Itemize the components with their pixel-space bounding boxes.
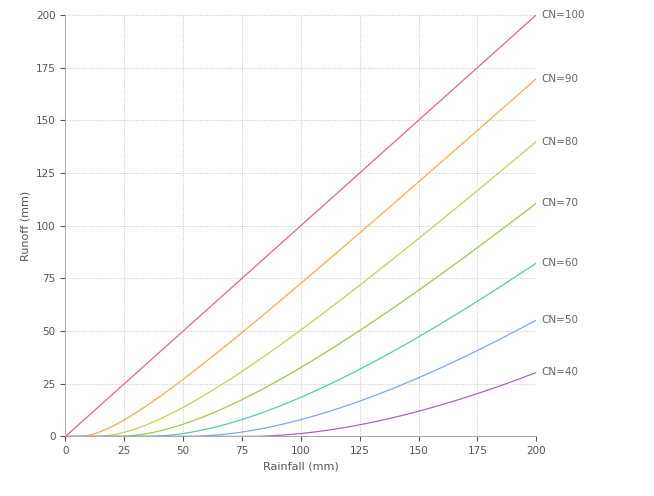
Text: CN=80: CN=80 [541, 136, 578, 147]
Text: CN=100: CN=100 [541, 10, 585, 20]
Text: CN=60: CN=60 [541, 258, 578, 268]
X-axis label: Rainfall (mm): Rainfall (mm) [263, 462, 339, 472]
Text: CN=90: CN=90 [541, 74, 578, 84]
Text: CN=40: CN=40 [541, 368, 578, 377]
Y-axis label: Runoff (mm): Runoff (mm) [20, 190, 30, 261]
Text: CN=50: CN=50 [541, 315, 578, 325]
Text: CN=70: CN=70 [541, 198, 578, 208]
